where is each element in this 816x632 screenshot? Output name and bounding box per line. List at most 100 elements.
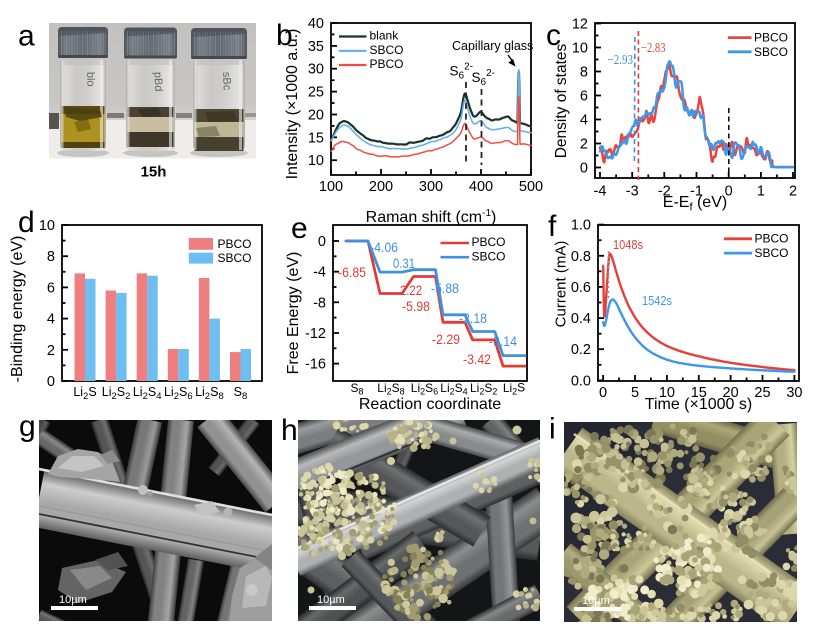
svg-text:0: 0	[725, 184, 733, 200]
svg-text:0.8: 0.8	[571, 249, 591, 265]
svg-text:-12: -12	[305, 326, 326, 342]
svg-text:8: 8	[47, 249, 55, 265]
svg-text:0.6: 0.6	[571, 280, 591, 296]
svg-text:0.31: 0.31	[393, 256, 415, 271]
svg-text:Li2S4: Li2S4	[133, 385, 162, 402]
svg-text:30: 30	[786, 385, 802, 401]
svg-text:0: 0	[580, 161, 588, 177]
svg-text:Reaction coordinate: Reaction coordinate	[359, 396, 501, 413]
svg-text:6: 6	[47, 280, 55, 296]
svg-text:2: 2	[580, 137, 588, 153]
svg-text:8: 8	[580, 65, 588, 81]
svg-text:10: 10	[308, 153, 324, 169]
svg-text:sBc: sBc	[220, 72, 233, 91]
svg-text:Raman shift (cm-1): Raman shift (cm-1)	[366, 208, 497, 226]
svg-text:Capillary glass: Capillary glass	[452, 39, 533, 53]
svg-text:25: 25	[754, 385, 770, 401]
svg-text:-1: -1	[690, 184, 703, 200]
svg-text:Li2S4: Li2S4	[440, 381, 467, 397]
svg-text:d: d	[18, 206, 35, 239]
svg-text:Li2S2: Li2S2	[470, 381, 497, 397]
svg-text:2: 2	[47, 343, 55, 359]
svg-text:-2: -2	[658, 184, 671, 200]
svg-text:f: f	[548, 210, 557, 243]
svg-text:4: 4	[580, 113, 588, 129]
svg-text:E-Ef (eV): E-Ef (eV)	[663, 194, 727, 214]
svg-text:Li2S8: Li2S8	[377, 381, 404, 397]
svg-text:300: 300	[419, 179, 443, 195]
svg-text:15: 15	[308, 130, 324, 146]
svg-text:-6.85: -6.85	[338, 265, 366, 280]
svg-text:−2.93: −2.93	[608, 53, 634, 68]
svg-text:1048s: 1048s	[613, 237, 643, 252]
svg-text:400: 400	[469, 179, 493, 195]
svg-text:Li2S6: Li2S6	[411, 381, 438, 397]
svg-text:pBd: pBd	[152, 72, 165, 92]
svg-text:SBCO: SBCO	[754, 45, 788, 59]
svg-text:12: 12	[572, 17, 588, 33]
svg-text:100: 100	[319, 179, 343, 195]
svg-text:1542s: 1542s	[642, 293, 672, 308]
svg-text:20: 20	[308, 107, 324, 123]
svg-text:g: g	[19, 410, 36, 443]
svg-text:Li2S: Li2S	[503, 381, 525, 397]
svg-text:5: 5	[631, 385, 639, 401]
svg-text:-4: -4	[594, 184, 607, 200]
svg-text:0: 0	[318, 234, 326, 250]
svg-text:40: 40	[308, 16, 324, 32]
svg-text:Li2S: Li2S	[73, 385, 96, 402]
svg-text:500: 500	[519, 179, 543, 195]
svg-text:PBCO: PBCO	[218, 237, 252, 251]
svg-text:Li2S2: Li2S2	[102, 385, 131, 402]
svg-text:a: a	[18, 20, 35, 53]
svg-text:-16: -16	[305, 357, 326, 373]
svg-text:1.0: 1.0	[571, 218, 591, 234]
svg-text:2: 2	[789, 184, 797, 200]
svg-text:-3.14: -3.14	[489, 334, 517, 349]
svg-text:SBCO: SBCO	[755, 246, 789, 260]
svg-text:Intensity (×1000 a.u.): Intensity (×1000 a.u.)	[284, 29, 301, 180]
svg-text:SBCO: SBCO	[370, 43, 404, 57]
svg-text:-5.88: -5.88	[431, 281, 459, 296]
svg-text:PBCO: PBCO	[754, 31, 788, 45]
svg-text:-5.98: -5.98	[402, 299, 430, 314]
svg-text:-8: -8	[313, 295, 326, 311]
svg-text:0.4: 0.4	[571, 311, 591, 327]
svg-text:PBCO: PBCO	[370, 57, 404, 71]
svg-text:blo: blo	[84, 72, 97, 87]
svg-text:PBCO: PBCO	[755, 232, 789, 246]
svg-text:b: b	[276, 19, 293, 52]
svg-text:Current (mA): Current (mA)	[553, 241, 570, 328]
svg-text:10: 10	[659, 385, 675, 401]
svg-text:10: 10	[572, 41, 588, 57]
svg-text:−2.83: −2.83	[641, 41, 666, 56]
svg-text:Free Energy (eV): Free Energy (eV)	[285, 252, 302, 375]
svg-text:25: 25	[308, 85, 324, 101]
svg-text:0: 0	[599, 385, 607, 401]
svg-text:20: 20	[723, 385, 739, 401]
svg-text:Li2S6: Li2S6	[164, 385, 193, 402]
svg-text:SBCO: SBCO	[472, 249, 506, 263]
svg-text:15: 15	[691, 385, 707, 401]
svg-text:-2.29: -2.29	[432, 332, 460, 347]
svg-text:i: i	[549, 413, 556, 446]
svg-text:h: h	[281, 414, 298, 447]
svg-text:30: 30	[308, 62, 324, 78]
svg-text:0.2: 0.2	[571, 342, 591, 358]
svg-text:200: 200	[369, 179, 393, 195]
svg-text:10µm: 10µm	[582, 595, 610, 607]
svg-text:-3.42: -3.42	[463, 352, 491, 367]
svg-text:2.22: 2.22	[400, 283, 422, 298]
svg-text:1: 1	[757, 184, 765, 200]
svg-text:10µm: 10µm	[317, 594, 345, 606]
svg-text:e: e	[291, 212, 308, 245]
svg-text:Li2S8: Li2S8	[195, 385, 224, 402]
svg-text:-Binding energy (eV): -Binding energy (eV)	[9, 236, 26, 383]
svg-text:-4: -4	[313, 265, 326, 281]
svg-text:Time (×1000 s): Time (×1000 s)	[645, 396, 752, 413]
svg-text:6: 6	[580, 89, 588, 105]
svg-text:35: 35	[308, 39, 324, 55]
svg-text:-3: -3	[626, 184, 639, 200]
svg-text:Density of states: Density of states	[553, 43, 570, 158]
svg-text:15h: 15h	[141, 164, 167, 181]
